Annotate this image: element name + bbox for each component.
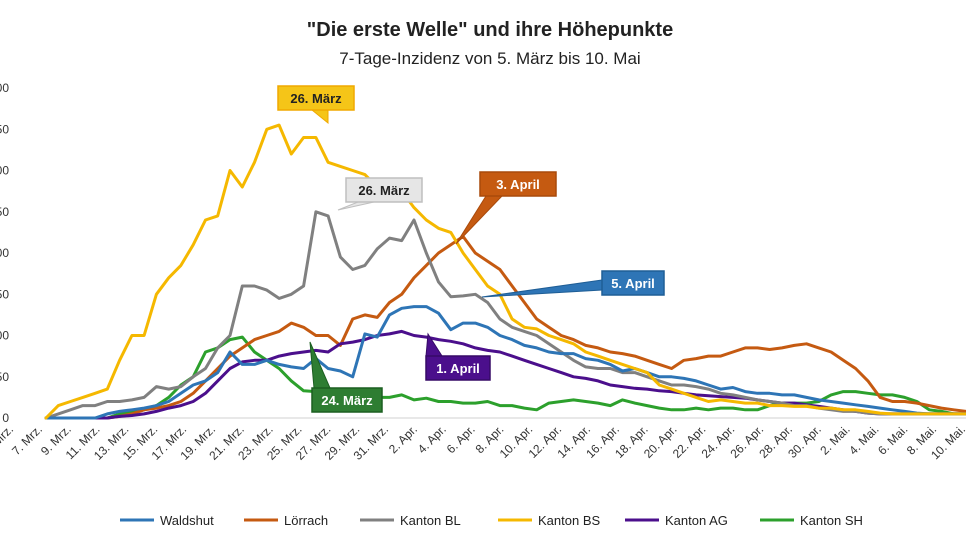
callout-box: [277, 85, 355, 111]
x-tick-label: 6. Apr.: [444, 422, 478, 456]
x-tick-label: 2. Mai.: [817, 422, 852, 457]
series-line-kanton-bs: [44, 123, 966, 420]
legend-item-kanton-ag: Kanton AG: [625, 513, 728, 528]
series-line-lörrach: [44, 235, 966, 420]
callout-box: [479, 171, 557, 197]
legend-label: Kanton AG: [665, 513, 728, 528]
callouts: 26. März 26. März 3. April 5. April 1. April…: [277, 85, 665, 413]
legend-item-kanton-sh: Kanton SH: [760, 513, 863, 528]
series-line-kanton-sh: [44, 335, 966, 420]
callout-box: [345, 177, 423, 203]
y-axis: 0 50 100 150 200 250 300 350 400: [0, 81, 9, 425]
callout-label: 26. März: [290, 91, 342, 106]
y-tick-label: 300: [0, 164, 9, 178]
chart-subtitle: 7-Tage-Inzidenz von 5. März bis 10. Mai: [339, 49, 640, 68]
legend-item-kanton-bs: Kanton BS: [498, 513, 600, 528]
legend-label: Waldshut: [160, 513, 214, 528]
legend: Waldshut Lörrach Kanton BL Kanton BS Kanton …: [120, 513, 863, 528]
callout-label: 1. April: [436, 361, 480, 376]
callout-label: 5. April: [611, 276, 655, 291]
callout-box: [425, 355, 491, 381]
callout-waldshut: 5. April: [481, 270, 665, 298]
callout-kanton-bl: 26. März: [337, 177, 423, 211]
x-tick-label: 4. Mai.: [846, 422, 881, 457]
callout-pointer: [309, 341, 331, 389]
callout-kanton-sh: 24. März: [309, 341, 383, 413]
x-tick-label: 7. Mrz.: [9, 422, 45, 458]
callout-label: 24. März: [321, 393, 373, 408]
x-tick-label: 4. Apr.: [415, 422, 449, 456]
legend-item-waldshut: Waldshut: [120, 513, 214, 528]
callout-pointer: [337, 201, 375, 211]
x-tick-label: 30. Apr.: [785, 422, 824, 461]
legend-label: Kanton SH: [800, 513, 863, 528]
legend-label: Lörrach: [284, 513, 328, 528]
y-tick-label: 50: [0, 370, 9, 384]
y-tick-label: 150: [0, 287, 9, 301]
y-tick-label: 350: [0, 122, 9, 136]
callout-label: 26. März: [358, 183, 410, 198]
chart-title: "Die erste Welle" und ihre Höhepunkte: [307, 19, 673, 41]
legend-label: Kanton BS: [538, 513, 600, 528]
legend-item-lörrach: Lörrach: [244, 513, 328, 528]
callout-box: [311, 387, 383, 413]
y-tick-label: 0: [2, 411, 9, 425]
x-axis: 5. Mrz.7. Mrz.9. Mrz.11. Mrz.13. Mrz.15.…: [0, 417, 966, 463]
y-tick-label: 200: [0, 246, 9, 260]
callout-lörrach: 3. April: [455, 171, 557, 245]
callout-label: 3. April: [496, 177, 540, 192]
callout-pointer: [481, 279, 603, 298]
y-tick-label: 250: [0, 205, 9, 219]
legend-label: Kanton BL: [400, 513, 461, 528]
y-tick-label: 100: [0, 329, 9, 343]
x-tick-label: 6. Mai.: [875, 422, 910, 457]
x-tick-label: 2. Apr.: [386, 422, 420, 456]
series-lines: [44, 123, 966, 420]
callout-kanton-bs: 26. März: [277, 85, 355, 125]
y-tick-label: 400: [0, 81, 9, 95]
callout-kanton-ag: 1. April: [425, 332, 491, 381]
callout-box: [601, 270, 665, 296]
callout-pointer: [455, 195, 504, 245]
legend-item-kanton-bl: Kanton BL: [360, 513, 461, 528]
series-line-kanton-bl: [44, 210, 966, 420]
callout-pointer: [310, 109, 329, 125]
series-line-waldshut: [44, 305, 966, 420]
